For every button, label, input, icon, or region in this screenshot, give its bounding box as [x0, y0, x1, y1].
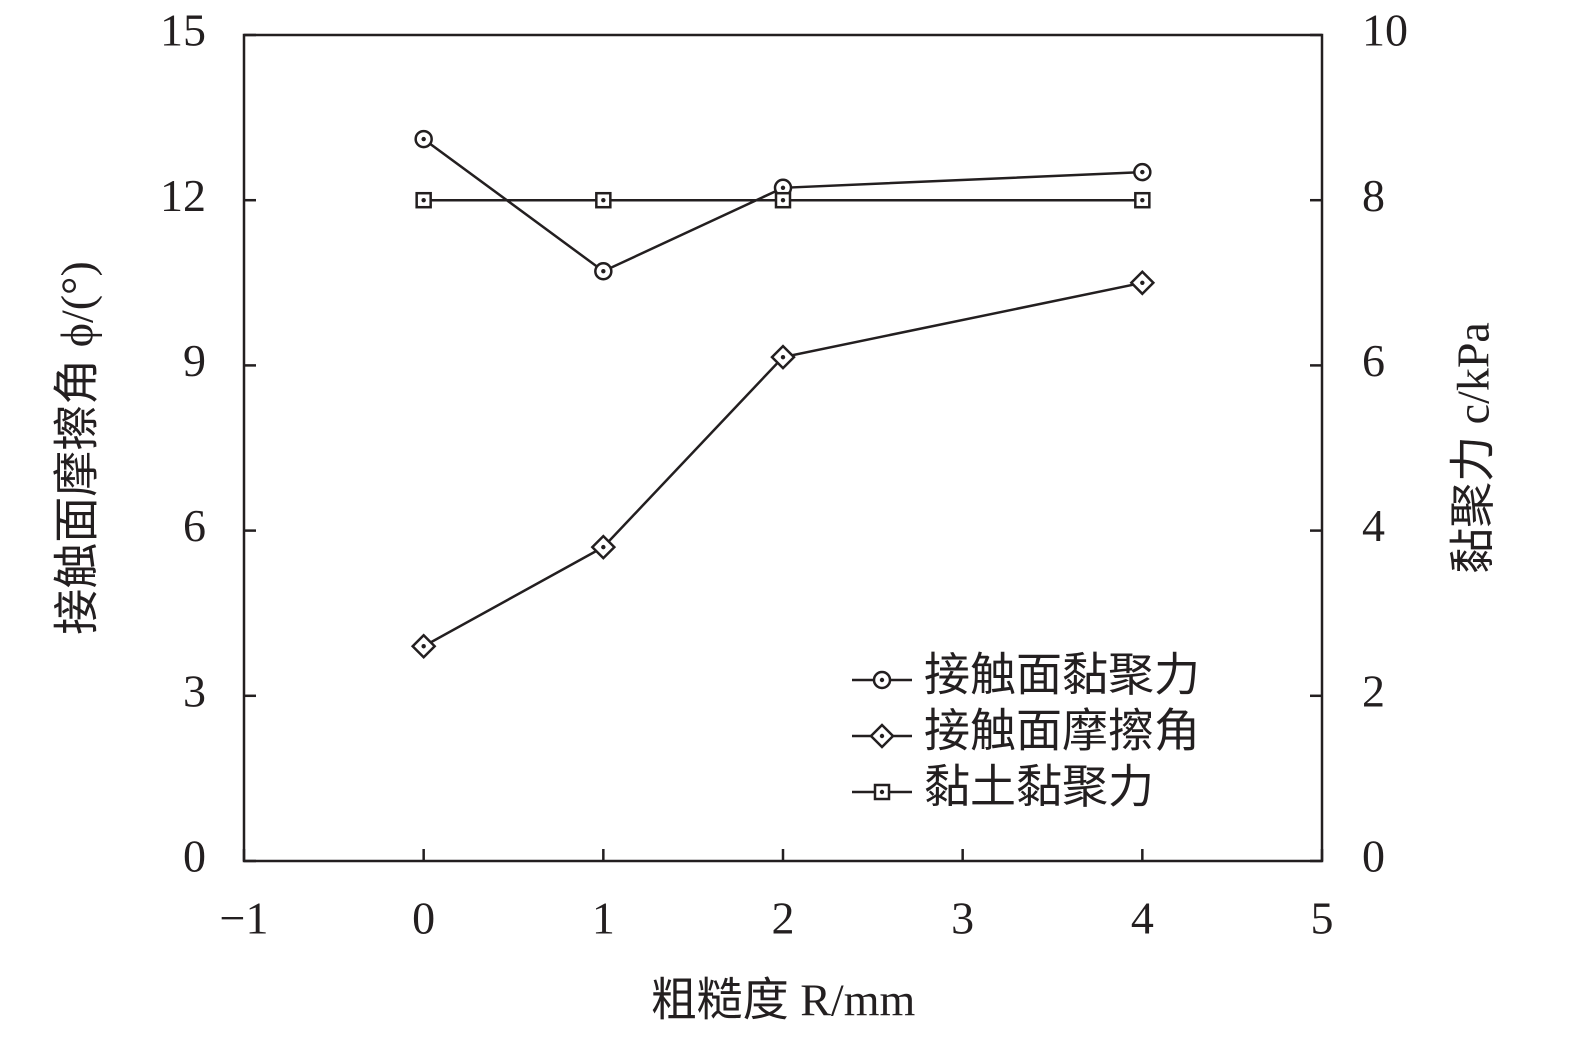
x-axis-label: 粗糙度 R/mm: [651, 975, 916, 1026]
legend-label: 黏土黏聚力: [924, 762, 1154, 813]
x-tick-label: 1: [592, 893, 615, 944]
marker-dot: [601, 198, 606, 203]
y2-tick-label: 6: [1362, 335, 1385, 386]
y-tick-label: 0: [183, 831, 206, 882]
x-tick-label: 4: [1131, 893, 1154, 944]
y2-axis-label: 黏聚力 c/kPa: [1448, 322, 1499, 574]
marker-dot: [601, 544, 606, 550]
y-tick-label: 6: [183, 500, 206, 551]
marker-dot: [421, 198, 426, 203]
x-tick-label: 0: [412, 893, 435, 944]
y-tick-label: 9: [183, 335, 206, 386]
y2-tick-label: 0: [1362, 831, 1385, 882]
x-tick-label: −1: [220, 893, 269, 944]
y2-tick-label: 10: [1362, 5, 1408, 56]
y-tick-label: 12: [160, 170, 206, 221]
marker-dot: [780, 198, 786, 203]
legend-label: 接触面摩擦角: [924, 706, 1200, 757]
y-axis-label: 接触面摩擦角 ϕ/(°): [52, 261, 103, 635]
y-tick-label: 3: [183, 665, 206, 716]
marker-dot: [879, 789, 885, 795]
x-tick-label: 2: [772, 893, 795, 944]
series-line: [423, 281, 1143, 648]
y-tick-label: 15: [160, 5, 206, 56]
x-tick-label: 3: [951, 893, 974, 944]
marker-dot: [879, 733, 885, 739]
marker-dot: [1140, 280, 1145, 285]
marker-dot: [1140, 169, 1145, 175]
x-tick-label: 5: [1311, 893, 1334, 944]
marker-dot: [601, 269, 606, 274]
y2-tick-label: 8: [1362, 170, 1385, 221]
marker-dot: [879, 677, 885, 683]
series-line: [422, 138, 1143, 273]
marker-dot: [1140, 198, 1145, 203]
marker-dot: [421, 644, 426, 649]
legend-label: 接触面黏聚力: [924, 650, 1200, 701]
marker-dot: [421, 136, 426, 142]
marker-dot: [780, 185, 786, 191]
y2-tick-label: 4: [1362, 500, 1385, 551]
marker-dot: [780, 354, 786, 360]
y2-tick-label: 2: [1362, 665, 1385, 716]
